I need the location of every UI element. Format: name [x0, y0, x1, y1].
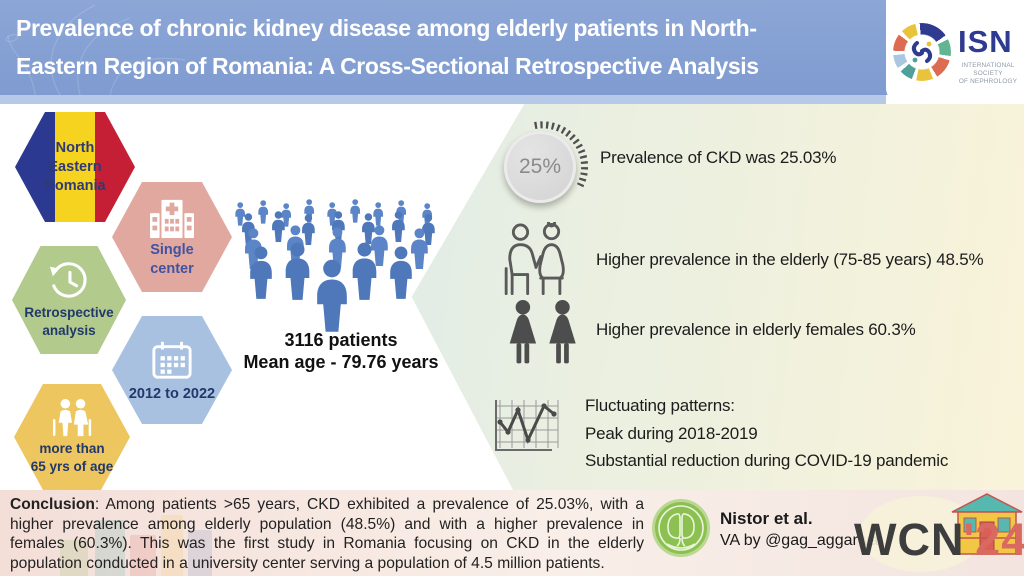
poster-title: Prevalence of chronic kidney disease amo… — [16, 9, 759, 85]
patient-count-label: 3116 patients — [284, 330, 398, 350]
gauge-dashes-icon — [534, 121, 588, 188]
fluctuation-line-2: Peak during 2018-2019 — [585, 423, 758, 443]
hexagon-region-label: North Eastern Romania — [44, 139, 106, 194]
hexagon-shape — [14, 384, 130, 490]
finding-females-text: Higher prevalence in elderly females 60.… — [596, 320, 916, 339]
hospital-icon — [150, 199, 194, 238]
title-line-1: Prevalence of chronic kidney disease amo… — [16, 15, 757, 41]
isn-logo-card: ISN INTERNATIONAL SOCIETY OF NEPHROLOGY — [886, 0, 1024, 104]
wcn-logo: WCN'24 — [850, 490, 1024, 576]
line-chart-icon — [495, 400, 559, 451]
prevalence-gauge: 25% — [496, 118, 588, 210]
title-line-2: Eastern Region of Romania: A Cross-Secti… — [16, 53, 759, 79]
conclusion-label: Conclusion — [10, 496, 95, 513]
hexagon-period: 2012 to 2022 — [112, 316, 232, 424]
fluctuation-line-1: Fluctuating patterns: — [585, 396, 735, 415]
skyline-watermark — [95, 520, 125, 576]
conclusion-text: Conclusion: Among patients >65 years, CK… — [10, 495, 644, 574]
isn-subtitle-line-2: OF NEPHROLOGY — [958, 78, 1018, 85]
finding-fluctuation-text: Fluctuating patterns: Peak during 2018-2… — [585, 392, 948, 475]
wcn-wordmark: WCN'24 — [854, 514, 1024, 566]
mean-age-label: Mean age - 79.76 years — [243, 352, 439, 372]
wcn-building-icon — [951, 493, 1023, 555]
hexagon-single-center: Single center — [112, 182, 232, 292]
romania-flag-hexagon-icon — [15, 112, 135, 222]
elderly-couple-outline-icon — [504, 222, 565, 296]
isn-abbr: ISN — [958, 24, 1013, 59]
hexagon-retrospective: Retrospective analysis — [12, 246, 126, 354]
skyline-watermark — [161, 515, 183, 576]
hexagon-age: more than 65 yrs of age — [14, 384, 130, 490]
authors-label: Nistor et al. — [720, 509, 813, 528]
skyline-watermark — [60, 540, 88, 576]
isn-subtitle-line-1: INTERNATIONAL SOCIETY — [961, 62, 1015, 77]
wcn-year: '24 — [963, 514, 1024, 565]
hexagon-shape — [112, 316, 232, 424]
isn-subtitle: INTERNATIONAL SOCIETY OF NEPHROLOGY — [956, 62, 1020, 86]
hexagon-retrospective-label: Retrospective analysis — [24, 304, 114, 338]
fluctuation-line-3: Substantial reduction during COVID-19 pa… — [585, 451, 949, 470]
skyline-watermark — [130, 535, 156, 576]
calendar-icon — [152, 341, 192, 379]
wcn-name: WCN — [854, 514, 965, 565]
gauge-value: 25% — [518, 155, 562, 178]
two-females-icon — [509, 300, 576, 364]
kidney-logo-icon — [652, 499, 710, 557]
floral-watermark — [5, 4, 186, 95]
conclusion-body: : Among patients >65 years, CKD exhibite… — [10, 496, 644, 573]
elderly-couple-icon — [52, 398, 92, 437]
finding-elderly-text: Higher prevalence in the elderly (75-85 … — [596, 250, 984, 269]
hexagon-single-center-label: Single center — [150, 241, 194, 277]
credit-block: Nistor et al. VA by @gag_aggarwal — [720, 509, 882, 550]
conclusion-band — [0, 490, 1024, 576]
finding-prevalence-text: Prevalence of CKD was 25.03% — [600, 148, 837, 167]
hexagon-period-label: 2012 to 2022 — [128, 385, 216, 402]
patient-crowd-icon — [235, 199, 435, 332]
visual-abstract-credit: VA by @gag_aggarwal — [720, 532, 882, 549]
header-accent-strip — [0, 95, 886, 104]
header-banner: Prevalence of chronic kidney disease amo… — [0, 0, 1024, 95]
gauge-icon: 25% — [504, 131, 576, 203]
skyline-watermark — [188, 530, 212, 576]
hexagon-shape — [12, 246, 126, 354]
isn-kidney-glyph-icon — [911, 41, 933, 63]
history-clock-icon — [49, 261, 87, 298]
hexagon-age-label: more than 65 yrs of age — [30, 441, 114, 474]
hexagon-region: North Eastern Romania — [15, 112, 135, 222]
